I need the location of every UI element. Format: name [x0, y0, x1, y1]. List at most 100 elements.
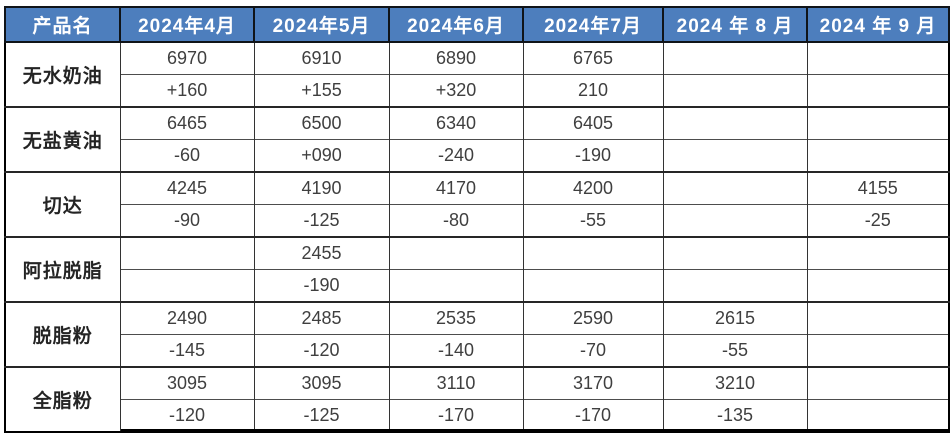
price-cell — [388, 236, 524, 270]
change-cell: -135 — [662, 399, 808, 433]
change-cell: -90 — [119, 204, 255, 237]
change-cell: -60 — [119, 139, 255, 172]
header-cell-month-jul: 2024年7月 — [522, 6, 664, 43]
price-cell — [662, 41, 808, 75]
price-cell: 2455 — [253, 236, 390, 270]
price-cell: 4200 — [522, 171, 664, 205]
price-cell: 4190 — [253, 171, 390, 205]
price-cell: 2535 — [388, 301, 524, 335]
change-cell: -55 — [522, 204, 664, 237]
price-cell: 3095 — [253, 366, 390, 400]
change-cell — [388, 269, 524, 302]
product-name-cell: 阿拉脱脂 — [4, 236, 121, 302]
change-cell — [662, 74, 808, 107]
price-cell: 3095 — [119, 366, 255, 400]
price-cell: 3210 — [662, 366, 808, 400]
price-cell: 4155 — [806, 171, 950, 205]
price-cell: 6890 — [388, 41, 524, 75]
price-cell — [806, 106, 950, 140]
price-cell: 2615 — [662, 301, 808, 335]
table-row: -120 -125 -170 -170 -135 — [5, 399, 950, 433]
price-cell: 6405 — [522, 106, 664, 140]
product-name-cell: 全脂粉 — [4, 366, 121, 432]
price-cell — [806, 366, 950, 400]
change-cell: -145 — [119, 334, 255, 367]
price-cell — [806, 41, 950, 75]
price-cell: 6970 — [119, 41, 255, 75]
header-cell-month-sep: 2024 年 9 月 — [806, 6, 950, 43]
change-cell — [119, 269, 255, 302]
change-cell — [806, 334, 950, 367]
price-cell: 2590 — [522, 301, 664, 335]
price-cell: 6500 — [253, 106, 390, 140]
table-row: -90 -125 -80 -55 -25 — [5, 204, 950, 237]
change-cell: -55 — [662, 334, 808, 367]
change-cell: -120 — [119, 399, 255, 433]
change-cell: -170 — [522, 399, 664, 433]
table-row: 脱脂粉 2490 2485 2535 2590 2615 — [4, 301, 950, 367]
change-cell — [662, 204, 808, 237]
change-cell — [806, 399, 950, 433]
table-row: +160 +155 +320 210 — [5, 74, 950, 107]
header-cell-month-aug: 2024 年 8 月 — [662, 6, 808, 43]
change-cell: +320 — [388, 74, 524, 107]
header-cell-product: 产品名 — [4, 6, 121, 43]
header-cell-month-apr: 2024年4月 — [119, 6, 255, 43]
table-row: -60 +090 -240 -190 — [5, 139, 950, 172]
price-cell: 4245 — [119, 171, 255, 205]
price-cell — [806, 236, 950, 270]
price-table: 产品名 2024年4月 2024年5月 2024年6月 2024年7月 2024… — [4, 6, 950, 433]
price-cell: 6340 — [388, 106, 524, 140]
table-row: 无盐黄油 6465 6500 6340 6405 — [4, 106, 950, 172]
cropped-next-row-border — [121, 429, 948, 433]
product-name-cell: 无盐黄油 — [4, 106, 121, 172]
table-row: -145 -120 -140 -70 -55 — [5, 334, 950, 367]
price-cell — [662, 171, 808, 205]
table-row: 阿拉脱脂 2455 — [4, 236, 950, 302]
change-cell: -240 — [388, 139, 524, 172]
header-cell-month-may: 2024年5月 — [253, 6, 390, 43]
price-cell: 6465 — [119, 106, 255, 140]
table-row: 无水奶油 6970 6910 6890 6765 — [4, 41, 950, 107]
price-cell: 2485 — [253, 301, 390, 335]
change-cell: -190 — [253, 269, 390, 302]
change-cell — [806, 269, 950, 302]
price-cell: 2490 — [119, 301, 255, 335]
price-cell — [662, 106, 808, 140]
change-cell: -25 — [806, 204, 950, 237]
product-name-cell: 无水奶油 — [4, 41, 121, 107]
change-cell: +155 — [253, 74, 390, 107]
price-cell: 6765 — [522, 41, 664, 75]
change-cell: +090 — [253, 139, 390, 172]
change-cell: -125 — [253, 399, 390, 433]
change-cell: -140 — [388, 334, 524, 367]
header-row: 产品名 2024年4月 2024年5月 2024年6月 2024年7月 2024… — [4, 6, 950, 43]
price-cell: 3110 — [388, 366, 524, 400]
price-cell — [806, 301, 950, 335]
change-cell: -80 — [388, 204, 524, 237]
change-cell — [806, 139, 950, 172]
change-cell — [806, 74, 950, 107]
product-name-cell: 切达 — [4, 171, 121, 237]
table-row: 全脂粉 3095 3095 3110 3170 3210 — [4, 366, 950, 432]
price-cell — [662, 236, 808, 270]
change-cell: -190 — [522, 139, 664, 172]
price-cell: 6910 — [253, 41, 390, 75]
table-row: 切达 4245 4190 4170 4200 4155 — [4, 171, 950, 237]
price-cell — [522, 236, 664, 270]
change-cell: 210 — [522, 74, 664, 107]
change-cell: -70 — [522, 334, 664, 367]
change-cell — [662, 139, 808, 172]
change-cell — [662, 269, 808, 302]
header-cell-month-jun: 2024年6月 — [388, 6, 524, 43]
change-cell: -170 — [388, 399, 524, 433]
price-cell: 3170 — [522, 366, 664, 400]
price-cell — [119, 236, 255, 270]
change-cell: +160 — [119, 74, 255, 107]
product-name-cell: 脱脂粉 — [4, 301, 121, 367]
price-cell: 4170 — [388, 171, 524, 205]
change-cell: -125 — [253, 204, 390, 237]
change-cell — [522, 269, 664, 302]
change-cell: -120 — [253, 334, 390, 367]
table-row: -190 — [5, 269, 950, 302]
